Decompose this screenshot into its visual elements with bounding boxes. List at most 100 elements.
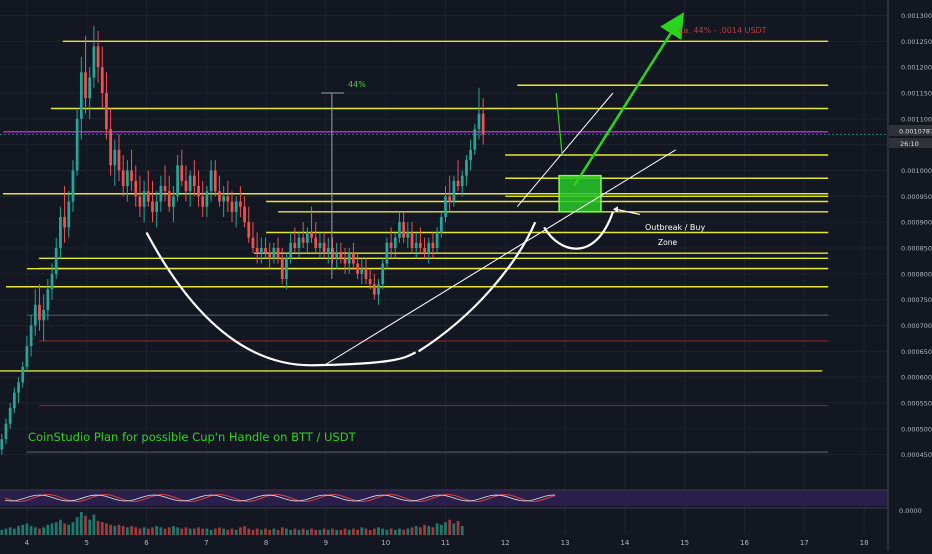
oscillator-panel [0, 489, 888, 506]
volume-bar [209, 529, 213, 535]
volume-bar [192, 528, 196, 535]
volume-bar [372, 528, 376, 535]
volume-bar [33, 527, 37, 535]
volume-bar [25, 523, 29, 535]
candle-body [347, 253, 351, 264]
candle-body [368, 279, 372, 285]
price-axis-bg [888, 0, 932, 550]
candle-body [427, 242, 431, 254]
volume-bar [314, 529, 318, 535]
candle-body [155, 201, 159, 212]
candle-body [163, 186, 167, 192]
candle-body [477, 113, 481, 130]
volume-bar [188, 528, 192, 535]
volume-bar [134, 527, 138, 535]
candle-body [452, 180, 456, 202]
candle-body [126, 170, 129, 186]
volume-bar [393, 529, 397, 535]
volume-bar [377, 527, 380, 535]
candle-body [465, 160, 468, 176]
target-arrow [573, 12, 685, 187]
candle-body [29, 325, 33, 347]
candle-body [84, 72, 87, 99]
candle-body [209, 170, 213, 192]
candle-body [297, 237, 301, 248]
volume-bar [318, 529, 322, 535]
candle-body [314, 237, 318, 248]
candle-body [159, 186, 163, 202]
x-tick-label: 9 [324, 539, 328, 547]
trendline-upper [516, 92, 614, 207]
candle-body [134, 180, 138, 197]
volume-bar [285, 528, 288, 535]
candle-body [460, 175, 464, 186]
x-tick-label: 13 [561, 539, 570, 547]
volume-bar [293, 528, 297, 535]
candle-body [339, 253, 343, 259]
candle-body [268, 253, 272, 259]
volume-bar [12, 528, 16, 535]
volume-bar [38, 528, 41, 535]
volume-bar [4, 528, 8, 535]
candle-body [276, 248, 280, 259]
candle-body [255, 248, 259, 254]
volume-panel [0, 507, 888, 535]
volume-bar [230, 528, 234, 535]
volume-bar [276, 529, 280, 535]
candle-body [25, 346, 29, 367]
osc-value-label: 0.0000 [899, 507, 922, 515]
candle-body [389, 242, 393, 248]
candle-body [377, 284, 380, 295]
volume-bar [159, 527, 163, 535]
volume-bar [398, 528, 401, 535]
volume-bar [272, 528, 276, 535]
price-label: 0.0010787 [899, 128, 932, 136]
volume-bar [75, 517, 79, 535]
volume-bar [17, 526, 20, 535]
candle-body [17, 382, 20, 393]
candle-body [130, 170, 133, 181]
volume-bar [343, 528, 347, 535]
volume-bar [46, 524, 50, 535]
candle-body [113, 149, 117, 166]
candle-body [21, 366, 25, 383]
candle-body [259, 248, 263, 254]
candle-body [142, 191, 146, 207]
candle-body [234, 201, 238, 212]
candle-body [109, 129, 112, 166]
volume-bar [243, 526, 246, 535]
candle-body [63, 217, 66, 228]
candle-body [372, 284, 376, 295]
volume-bar [423, 524, 426, 535]
x-tick-label: 14 [620, 539, 629, 547]
candle-body [356, 263, 359, 274]
x-tick-label: 11 [441, 539, 450, 547]
candle-body [100, 67, 104, 93]
volume-bar [435, 523, 439, 535]
volume-bar [226, 529, 230, 535]
candle-body [105, 93, 108, 130]
candle-body [79, 72, 83, 119]
candle-body [50, 273, 54, 290]
volume-bar [71, 522, 75, 535]
candle-body [419, 242, 422, 248]
x-tick-label: 12 [501, 539, 510, 547]
x-tick-label: 4 [25, 539, 30, 547]
candle-body [96, 46, 100, 68]
candle-body [151, 201, 154, 212]
candle-body [331, 248, 334, 259]
osc-line-fast [4, 493, 556, 503]
volume-bar [331, 528, 334, 535]
candle-body [117, 149, 121, 171]
volume-bar [130, 526, 133, 535]
volume-bar [306, 529, 309, 535]
volume-bar [0, 529, 4, 535]
candle-body [192, 175, 196, 186]
volume-bar [251, 529, 255, 535]
candle-body [88, 77, 92, 99]
